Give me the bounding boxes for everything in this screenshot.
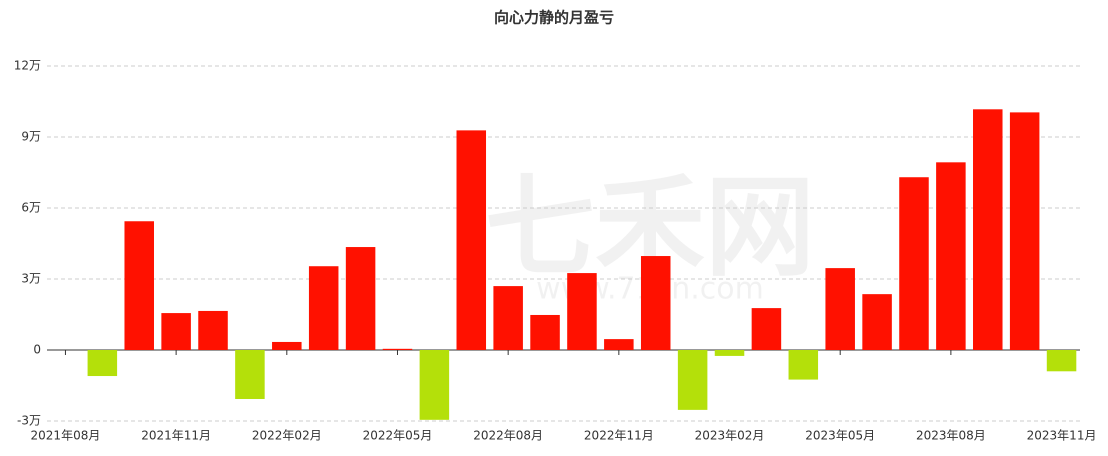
x-tick-label: 2021年08月 bbox=[31, 429, 101, 443]
bar bbox=[161, 313, 191, 350]
x-tick-label: 2023年02月 bbox=[695, 429, 765, 443]
x-tick-label: 2023年08月 bbox=[916, 429, 986, 443]
bar bbox=[788, 350, 819, 380]
chart-title: 向心力静的月盈亏 bbox=[494, 9, 614, 27]
x-tick-label: 2023年11月 bbox=[1027, 429, 1097, 443]
bar bbox=[640, 256, 671, 350]
bar bbox=[308, 266, 339, 350]
bar bbox=[1046, 350, 1077, 372]
bar bbox=[272, 341, 302, 350]
bar bbox=[456, 130, 487, 350]
x-tick-label: 2023年05月 bbox=[805, 429, 875, 443]
bar bbox=[382, 348, 413, 350]
bar bbox=[825, 268, 855, 350]
bar bbox=[936, 162, 966, 350]
bar bbox=[604, 339, 634, 350]
bar bbox=[124, 221, 154, 350]
y-tick-label: 9万 bbox=[21, 130, 41, 144]
bar bbox=[714, 350, 745, 356]
y-tick-label: 3万 bbox=[21, 272, 41, 286]
x-tick-label: 2021年11月 bbox=[141, 429, 211, 443]
bar bbox=[899, 177, 929, 350]
bar bbox=[493, 286, 523, 350]
bar bbox=[198, 310, 228, 350]
y-tick-label: 6万 bbox=[21, 201, 41, 215]
y-tick-label: 12万 bbox=[14, 59, 41, 73]
bar bbox=[862, 294, 892, 350]
x-tick-label: 2022年11月 bbox=[584, 429, 654, 443]
bar bbox=[87, 350, 118, 377]
bar bbox=[567, 273, 597, 350]
y-tick-label: -3万 bbox=[17, 414, 41, 428]
x-tick-label: 2022年05月 bbox=[363, 429, 433, 443]
bar bbox=[345, 247, 376, 350]
x-tick-label: 2022年02月 bbox=[252, 429, 322, 443]
bar bbox=[677, 350, 708, 410]
bar bbox=[235, 350, 265, 399]
bar bbox=[530, 314, 560, 350]
x-tick-label: 2022年08月 bbox=[473, 429, 543, 443]
bar bbox=[1009, 112, 1040, 351]
bar bbox=[419, 350, 450, 420]
y-tick-label: 0 bbox=[33, 343, 41, 357]
bar bbox=[973, 109, 1003, 350]
bar bbox=[751, 308, 782, 350]
